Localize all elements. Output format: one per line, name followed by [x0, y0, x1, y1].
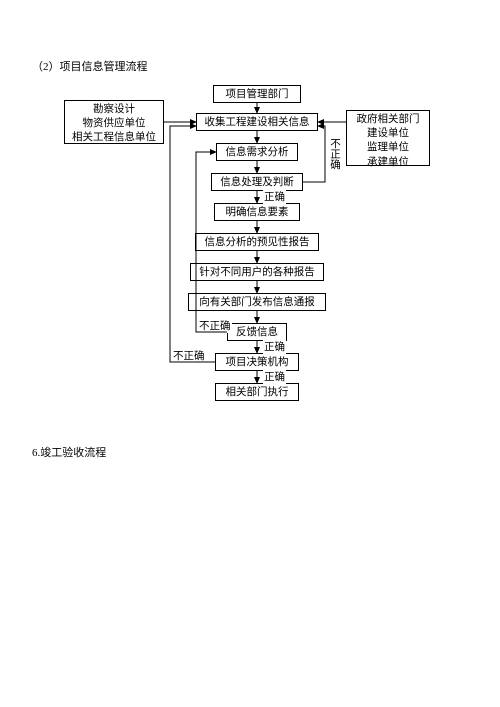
node-D: 信息处理及判断	[211, 173, 303, 191]
node-B: 收集工程建设相关信息	[196, 113, 318, 131]
page: （2）项目信息管理流程 6.竣工验收流程 项目管理部门 收集工程建设相关信息 信…	[0, 0, 500, 707]
node-G: 针对不同用户的各种报告	[190, 263, 324, 281]
label-d-correct: 正确	[263, 189, 286, 204]
node-R-right-orgs: 政府相关部门 建设单位 监理单位 承建单位	[346, 110, 430, 166]
node-L-left-orgs: 勘察设计 物资供应单位 相关工程信息单位	[64, 100, 164, 144]
heading-section-6: 6.竣工验收流程	[32, 444, 106, 460]
node-A: 项目管理部门	[213, 85, 301, 103]
heading-section-2: （2）项目信息管理流程	[32, 58, 148, 74]
node-F: 信息分析的预见性报告	[195, 233, 319, 251]
node-J: 项目决策机构	[215, 353, 299, 371]
node-K: 相关部门执行	[215, 383, 299, 401]
label-i-correct: 正确	[263, 339, 286, 354]
node-H: 向有关部门发布信息通报	[188, 293, 326, 311]
label-d-incorrect: 不正确	[326, 138, 343, 170]
label-i-incorrect: 不正确	[198, 318, 232, 333]
label-j-incorrect: 不正确	[172, 348, 206, 363]
node-E: 明确信息要素	[214, 203, 300, 221]
node-C: 信息需求分析	[216, 143, 298, 161]
label-j-correct: 正确	[263, 369, 286, 384]
